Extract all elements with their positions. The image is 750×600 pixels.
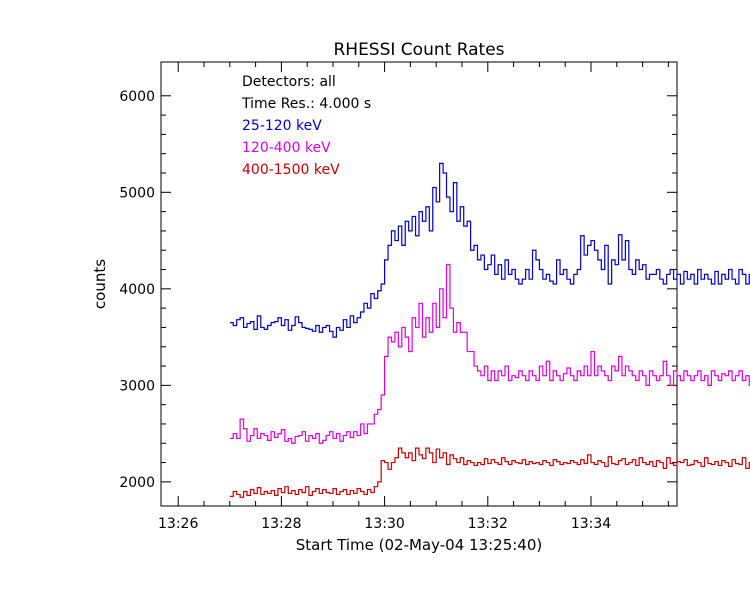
legend-400-1500: 400-1500 keV bbox=[242, 162, 340, 178]
series-layer bbox=[229, 162, 750, 498]
series-line-2 bbox=[229, 447, 750, 498]
x-tick-label: 13:34 bbox=[571, 516, 611, 532]
detectors-annotation: Detectors: all bbox=[242, 74, 336, 90]
y-axis: 2000 3000 4000 5000 6000 bbox=[119, 89, 677, 491]
y-tick-label: 3000 bbox=[119, 378, 155, 394]
x-tick-label: 13:32 bbox=[468, 516, 508, 532]
y-tick-label: 4000 bbox=[119, 282, 155, 298]
series-line-0 bbox=[229, 162, 750, 338]
plot-frame bbox=[160, 61, 678, 507]
x-tick-label: 13:30 bbox=[364, 516, 404, 532]
y-tick-label: 6000 bbox=[119, 89, 155, 105]
x-tick-label: 13:28 bbox=[261, 516, 301, 532]
chart-title: RHESSI Count Rates bbox=[333, 40, 504, 60]
legend-120-400: 120-400 keV bbox=[242, 140, 331, 156]
y-axis-label: counts bbox=[91, 259, 109, 309]
x-axis: 13:26 13:28 13:30 13:32 13:34 bbox=[158, 62, 669, 532]
series-line-1 bbox=[229, 264, 750, 444]
time-res-annotation: Time Res.: 4.000 s bbox=[241, 96, 371, 112]
legend-25-120: 25-120 keV bbox=[242, 118, 322, 134]
y-tick-label: 2000 bbox=[119, 475, 155, 491]
x-axis-label: Start Time (02-May-04 13:25:40) bbox=[296, 536, 542, 554]
x-tick-label: 13:26 bbox=[158, 516, 198, 532]
y-tick-label: 5000 bbox=[119, 185, 155, 201]
